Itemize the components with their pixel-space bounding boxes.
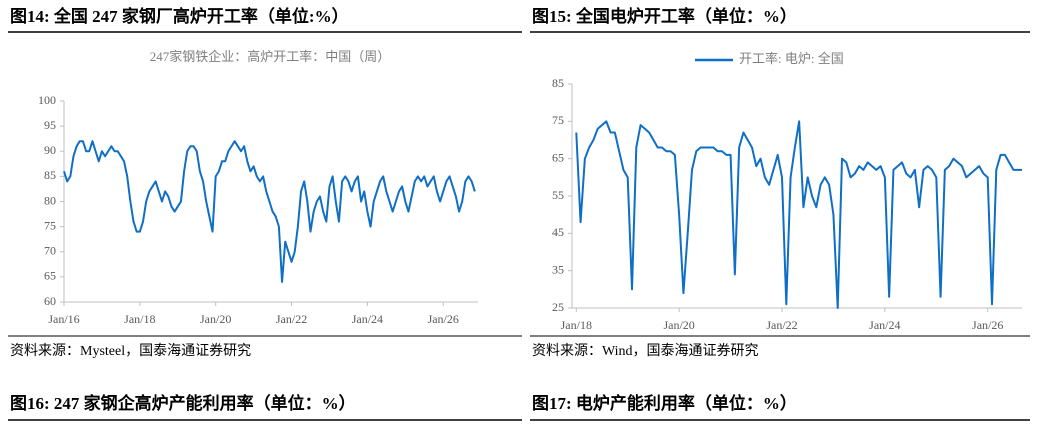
x-tick-label: Jan/22	[276, 312, 307, 326]
y-tick-label: 75	[552, 113, 564, 127]
figure-caption: 图17: 电炉产能利用率（单位：%）	[532, 393, 797, 413]
source-note: 资料来源：Mysteel，国泰海通证券研究	[10, 343, 251, 359]
y-tick-label: 35	[552, 262, 564, 276]
y-tick-label: 90	[44, 143, 56, 157]
legend-label: 开工率: 电炉: 全国	[739, 51, 844, 66]
y-tick-label: 75	[44, 218, 56, 232]
y-tick-label: 85	[552, 76, 564, 90]
x-tick-label: Jan/22	[766, 318, 797, 332]
x-tick-label: Jan/20	[200, 312, 231, 326]
data-line	[575, 120, 1022, 309]
x-tick-label: Jan/18	[561, 318, 592, 332]
x-tick-label: Jan/24	[352, 312, 383, 326]
figure-caption: 图14: 全国 247 家钢厂高炉开工率（单位:%）	[10, 6, 349, 26]
figure-caption: 图15: 全国电炉开工率（单位：%）	[532, 6, 797, 26]
x-tick-label: Jan/20	[663, 318, 694, 332]
source-note: 资料来源：Wind，国泰海通证券研究	[532, 343, 759, 359]
y-tick-label: 65	[44, 269, 56, 283]
data-line	[63, 140, 476, 283]
figure-caption: 图16: 247 家钢企高炉产能利用率（单位：%）	[10, 393, 356, 413]
chart-title: 247家钢铁企业：高炉开工率：中国（周）	[150, 49, 391, 64]
y-tick-label: 95	[44, 118, 56, 132]
y-tick-label: 100	[38, 93, 56, 107]
x-tick-label: Jan/16	[48, 312, 79, 326]
x-tick-label: Jan/26	[428, 312, 459, 326]
y-tick-label: 55	[552, 188, 564, 202]
y-tick-label: 70	[44, 244, 56, 258]
x-tick-label: Jan/18	[124, 312, 155, 326]
y-tick-label: 85	[44, 168, 56, 182]
x-tick-label: Jan/24	[869, 318, 900, 332]
y-tick-label: 80	[44, 193, 56, 207]
x-tick-label: Jan/26	[972, 318, 1003, 332]
y-tick-label: 60	[44, 294, 56, 308]
y-tick-label: 25	[552, 300, 564, 314]
y-tick-label: 45	[552, 225, 564, 239]
y-tick-label: 65	[552, 150, 564, 164]
